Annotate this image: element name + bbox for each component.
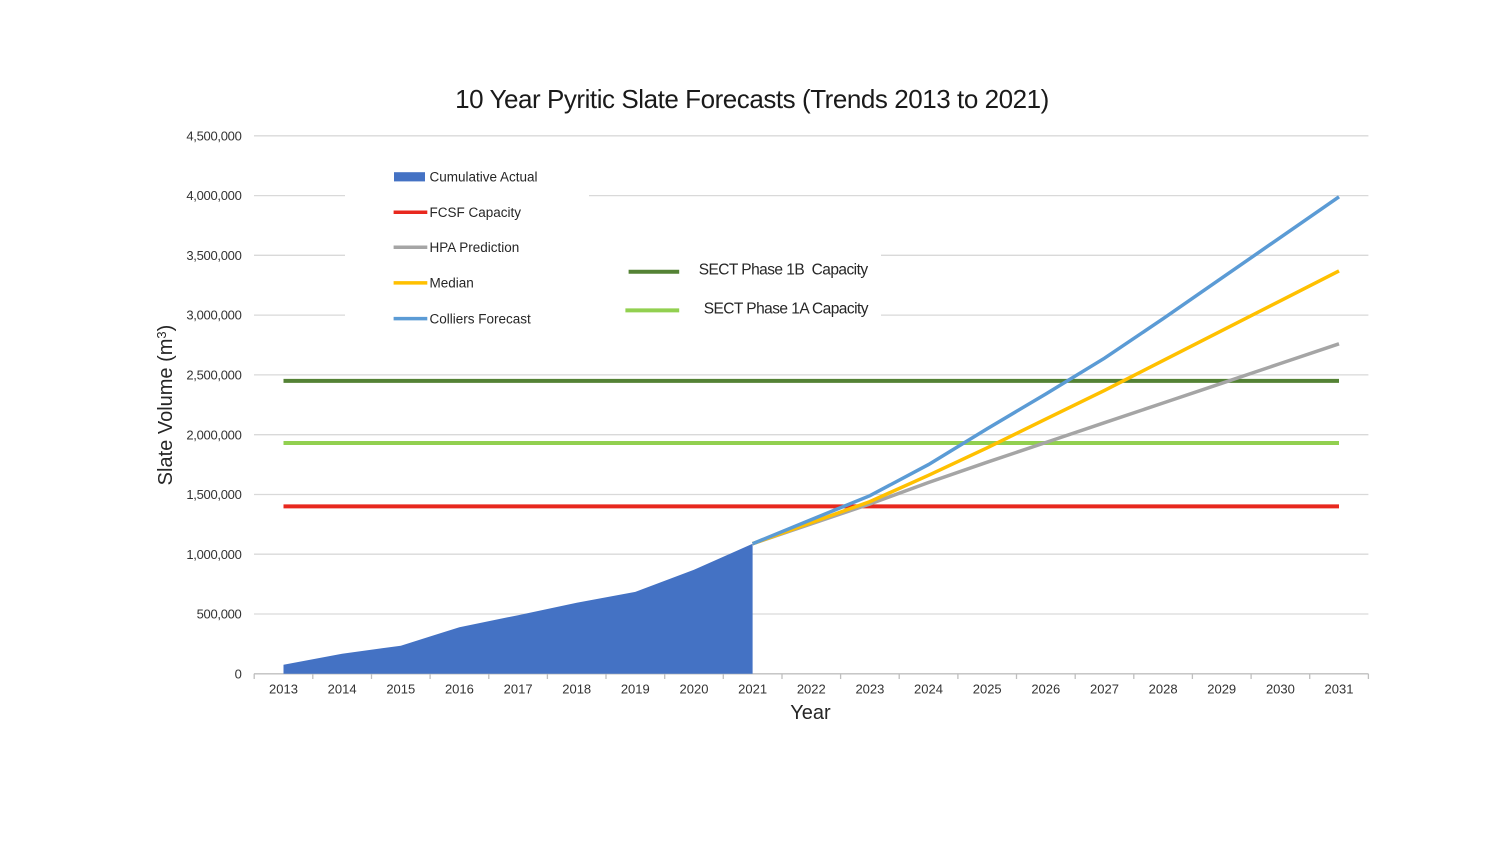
svg-text:2031: 2031 (1325, 682, 1354, 697)
svg-text:1,000,000: 1,000,000 (186, 547, 241, 562)
svg-text:2027: 2027 (1090, 682, 1119, 697)
svg-text:Year: Year (790, 702, 831, 724)
svg-text:2,500,000: 2,500,000 (186, 368, 241, 383)
svg-text:FCSF Capacity: FCSF Capacity (430, 205, 522, 220)
svg-text:2028: 2028 (1149, 682, 1178, 697)
svg-text:500,000: 500,000 (197, 607, 242, 622)
svg-text:2014: 2014 (328, 682, 357, 697)
svg-text:2026: 2026 (1031, 682, 1060, 697)
svg-text:Median: Median (430, 276, 474, 291)
svg-text:2019: 2019 (621, 682, 650, 697)
svg-text:2024: 2024 (914, 682, 943, 697)
svg-text:2017: 2017 (504, 682, 533, 697)
svg-text:2013: 2013 (269, 682, 298, 697)
svg-text:3,000,000: 3,000,000 (186, 308, 241, 323)
svg-text:Cumulative Actual: Cumulative Actual (430, 170, 538, 185)
svg-text:4,500,000: 4,500,000 (186, 128, 241, 143)
svg-text:Colliers Forecast: Colliers Forecast (430, 311, 532, 326)
svg-text:1,500,000: 1,500,000 (186, 487, 241, 502)
svg-text:2030: 2030 (1266, 682, 1295, 697)
svg-text:0: 0 (235, 666, 242, 681)
svg-text:2021: 2021 (738, 682, 767, 697)
svg-text:2023: 2023 (855, 682, 884, 697)
svg-text:SECT Phase 1A Capacity: SECT Phase 1A Capacity (704, 301, 869, 318)
svg-text:2022: 2022 (797, 682, 826, 697)
svg-text:2025: 2025 (973, 682, 1002, 697)
svg-text:2015: 2015 (386, 682, 415, 697)
svg-text:2016: 2016 (445, 682, 474, 697)
svg-text:10 Year Pyritic Slate Forecast: 10 Year Pyritic Slate Forecasts (Trends … (455, 84, 1049, 114)
svg-text:2020: 2020 (680, 682, 709, 697)
svg-text:3,500,000: 3,500,000 (186, 248, 241, 263)
svg-text:2,000,000: 2,000,000 (186, 427, 241, 442)
svg-text:Slate Volume (m3): Slate Volume (m3) (154, 325, 177, 486)
svg-text:2029: 2029 (1207, 682, 1236, 697)
svg-text:HPA Prediction: HPA Prediction (430, 240, 520, 255)
svg-text:4,000,000: 4,000,000 (186, 188, 241, 203)
svg-text:SECT Phase 1B Capacity: SECT Phase 1B Capacity (699, 262, 869, 279)
svg-text:2018: 2018 (562, 682, 591, 697)
